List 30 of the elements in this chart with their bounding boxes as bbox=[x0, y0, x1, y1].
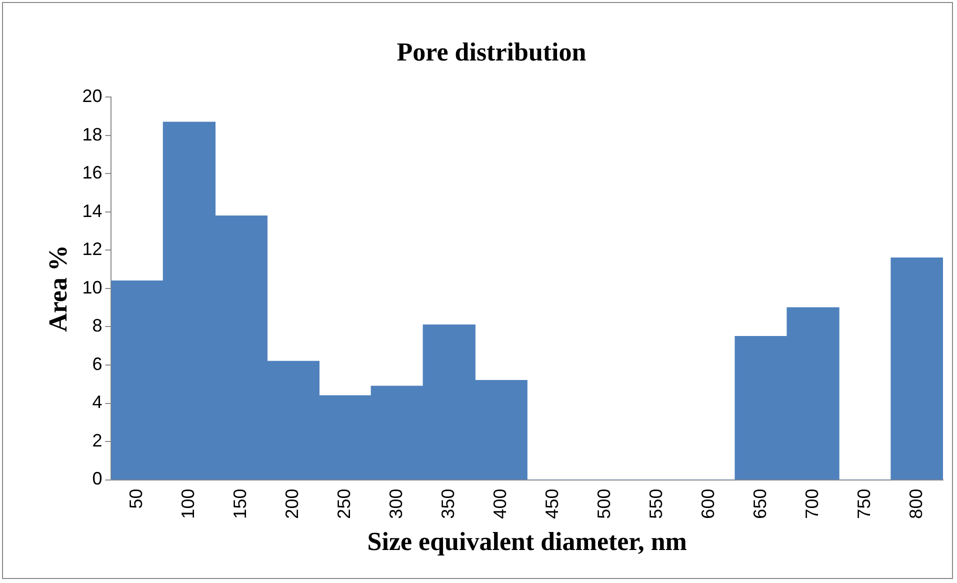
y-tick-label: 0 bbox=[92, 468, 102, 489]
x-tick-label: 750 bbox=[854, 488, 874, 519]
x-tick-label: 550 bbox=[646, 488, 666, 519]
x-tick-label: 100 bbox=[178, 488, 198, 519]
y-axis-title: Area % bbox=[43, 245, 72, 332]
x-tick-label: 250 bbox=[334, 488, 354, 519]
x-tick-label: 600 bbox=[698, 488, 718, 519]
y-tick-label: 18 bbox=[82, 124, 102, 144]
y-tick-label: 4 bbox=[92, 392, 102, 412]
y-tick-label: 6 bbox=[92, 354, 102, 374]
x-tick-label: 450 bbox=[542, 488, 562, 519]
y-tick-label: 16 bbox=[82, 162, 102, 183]
y-tick-label: 8 bbox=[92, 316, 102, 336]
x-tick-label: 200 bbox=[282, 488, 302, 519]
x-tick-label: 400 bbox=[490, 488, 510, 519]
x-tick-label: 700 bbox=[802, 488, 822, 519]
y-tick-label: 20 bbox=[82, 86, 102, 106]
x-tick-label: 650 bbox=[750, 488, 770, 519]
x-tick-label: 500 bbox=[594, 488, 614, 519]
x-tick-label: 300 bbox=[386, 488, 406, 519]
x-tick-label: 800 bbox=[906, 488, 926, 519]
x-axis-title: Size equivalent diameter, nm bbox=[367, 527, 688, 556]
x-tick-label: 150 bbox=[230, 488, 250, 519]
y-tick-label: 10 bbox=[82, 277, 102, 298]
x-tick-label: 50 bbox=[126, 488, 146, 509]
y-tick-label: 14 bbox=[82, 200, 102, 221]
y-tick-label: 2 bbox=[92, 430, 102, 450]
x-tick-label: 350 bbox=[438, 488, 458, 519]
y-tick-label: 12 bbox=[82, 239, 102, 260]
chart-title: Pore distribution bbox=[396, 37, 587, 66]
